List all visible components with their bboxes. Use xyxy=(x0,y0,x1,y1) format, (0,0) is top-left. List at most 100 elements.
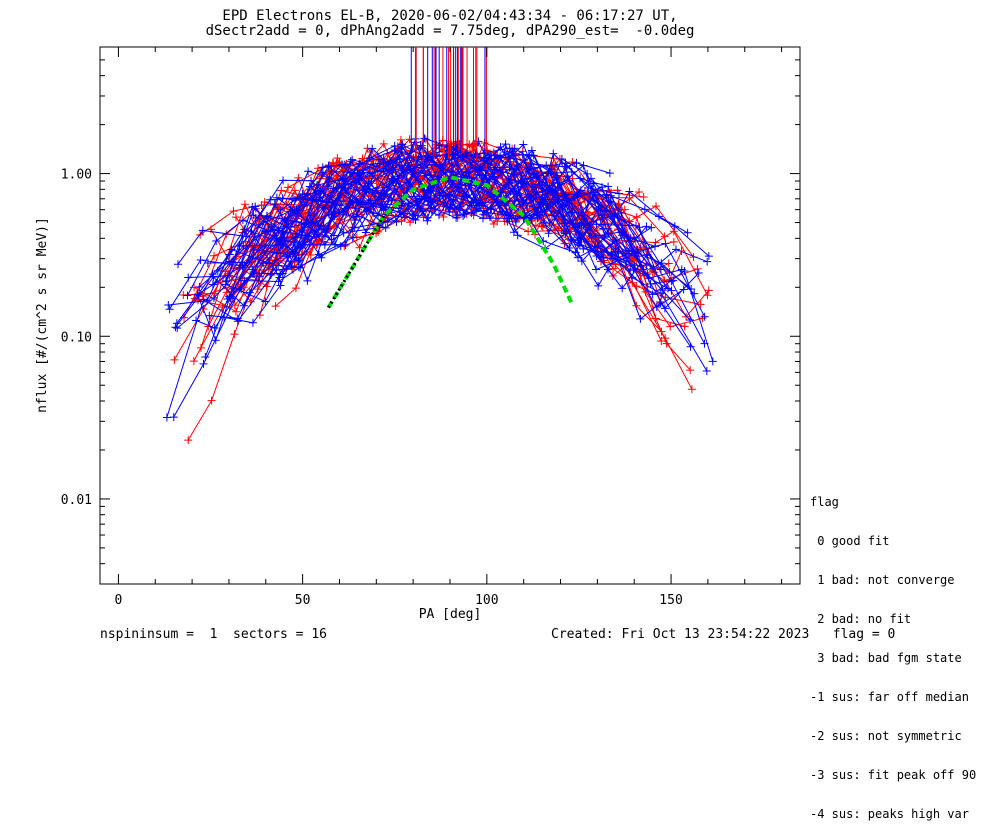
red-series-point xyxy=(489,219,498,228)
red-series-point xyxy=(551,225,560,234)
blue-series-point xyxy=(304,167,313,176)
blue-series-point xyxy=(364,196,373,205)
blue-series-point xyxy=(373,211,382,220)
blue-series-point xyxy=(629,264,638,273)
red-series-point xyxy=(682,312,691,321)
blue-series-point xyxy=(169,413,178,422)
blue-series-point xyxy=(700,312,709,321)
x-tick-label: 150 xyxy=(659,593,682,608)
blue-series-line xyxy=(282,158,639,257)
blue-series-point xyxy=(338,160,347,169)
blue-series-point xyxy=(279,176,288,185)
blue-series-line xyxy=(233,141,684,308)
blue-series-point xyxy=(420,187,429,196)
blue-series-point xyxy=(307,218,316,227)
footer-spin-info: nspininsum = 1 sectors = 16 xyxy=(100,627,327,642)
blue-series-point xyxy=(577,257,586,266)
red-series-point xyxy=(396,135,405,144)
blue-series-point xyxy=(390,141,399,150)
blue-series-point xyxy=(183,291,192,300)
blue-series-point xyxy=(251,202,260,211)
blue-series-point xyxy=(490,173,499,182)
blue-series-point xyxy=(597,183,606,192)
blue-series-point xyxy=(604,182,613,191)
blue-series-point xyxy=(490,165,499,174)
blue-series-point xyxy=(708,357,717,366)
blue-series-point xyxy=(303,189,312,198)
blue-series-point xyxy=(642,222,651,231)
blue-series-point xyxy=(307,176,316,185)
blue-series-point xyxy=(624,249,633,258)
red-series-point xyxy=(170,355,179,364)
red-series-point xyxy=(397,217,406,226)
red-series-point xyxy=(652,202,661,211)
blue-series-point xyxy=(447,159,456,168)
red-series-point xyxy=(189,357,198,366)
red-series-point xyxy=(632,213,641,222)
fit-curve xyxy=(326,175,574,309)
blue-series-point xyxy=(261,297,270,306)
red-series-point xyxy=(207,396,216,405)
blue-series-point xyxy=(520,156,529,165)
blue-series-point xyxy=(452,213,461,222)
blue-series-point xyxy=(646,279,655,288)
blue-series-line xyxy=(207,143,619,264)
red-series-point xyxy=(609,264,618,273)
blue-series-point xyxy=(421,171,430,180)
blue-series-point xyxy=(679,285,688,294)
blue-series-point xyxy=(495,201,504,210)
blue-series-point xyxy=(577,211,586,220)
blue-series-point xyxy=(199,359,208,368)
red-series-point xyxy=(291,284,300,293)
x-tick-label: 50 xyxy=(295,593,311,608)
blue-series-point xyxy=(656,298,665,307)
blue-series-point xyxy=(270,200,279,209)
blue-series-point xyxy=(327,201,336,210)
red-series-point xyxy=(210,251,219,260)
red-series-point xyxy=(662,339,671,348)
blue-series-point xyxy=(605,169,614,178)
blue-series-point xyxy=(411,216,420,225)
legend-item: 1 bad: not converge xyxy=(810,573,955,587)
red-series-point xyxy=(184,436,193,445)
blue-series-point xyxy=(348,155,357,164)
legend-item: -1 sus: far off median xyxy=(810,690,969,704)
blue-series-point xyxy=(423,213,432,222)
blue-series-point xyxy=(262,211,271,220)
blue-series-point xyxy=(652,303,661,312)
blue-series-point xyxy=(694,268,703,277)
blue-series-point xyxy=(687,285,696,294)
blue-series-point xyxy=(199,295,208,304)
blue-series-point xyxy=(303,276,312,285)
chart-title-line2: dSectr2add = 0, dPhAng2add = 7.75deg, dP… xyxy=(205,23,695,39)
blue-series-point xyxy=(700,339,709,348)
blue-series-point xyxy=(567,167,576,176)
blue-series-point xyxy=(278,194,287,203)
blue-series-point xyxy=(205,311,214,320)
blue-series-point xyxy=(248,318,257,327)
blue-series-point xyxy=(413,201,422,210)
blue-series-point xyxy=(174,260,183,269)
blue-series-point xyxy=(315,186,324,195)
blue-series-point xyxy=(702,367,711,376)
blue-series-point xyxy=(225,293,234,302)
blue-series-point xyxy=(611,247,620,256)
legend-item: -2 sus: not symmetric xyxy=(810,729,962,743)
blue-series-point xyxy=(592,265,601,274)
blue-series-point xyxy=(332,183,341,192)
blue-series-point xyxy=(375,155,384,164)
axes: 0 50 100 150 PA [deg] 0.01 0.10 1.00 xyxy=(61,47,800,622)
red-series-point xyxy=(290,186,299,195)
chart-canvas: 0 50 100 150 PA [deg] 0.01 0.10 1.00 xyxy=(61,46,801,622)
legend-item: 3 bad: bad fgm state xyxy=(810,651,962,665)
blue-series-point xyxy=(212,236,221,245)
blue-series-point xyxy=(233,317,242,326)
blue-series-point xyxy=(565,244,574,253)
blue-series-point xyxy=(383,217,392,226)
blue-series-point xyxy=(388,165,397,174)
fit-curve-left xyxy=(327,215,385,309)
red-series-point xyxy=(284,183,293,192)
blue-series-point xyxy=(686,342,695,351)
red-series-point xyxy=(333,154,342,163)
blue-series-point xyxy=(319,224,328,233)
